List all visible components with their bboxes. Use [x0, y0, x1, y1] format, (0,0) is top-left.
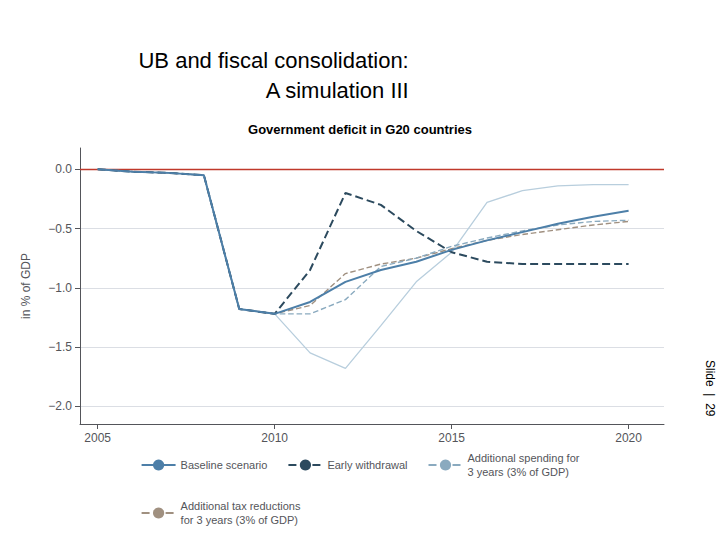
svg-text:in % of GDP: in % of GDP — [19, 253, 33, 319]
svg-text:−1.0: −1.0 — [48, 281, 72, 295]
svg-text:−1.5: −1.5 — [48, 340, 72, 354]
svg-text:3 years (3% of GDP): 3 years (3% of GDP) — [468, 466, 569, 478]
svg-text:2005: 2005 — [84, 431, 111, 445]
svg-text:UB and fiscal consolidation:: UB and fiscal consolidation: — [138, 48, 408, 73]
svg-text:2015: 2015 — [438, 431, 465, 445]
svg-text:Early withdrawal: Early withdrawal — [327, 459, 407, 471]
svg-text:Additional tax reductions: Additional tax reductions — [181, 500, 301, 512]
svg-text:2010: 2010 — [261, 431, 288, 445]
svg-text:Additional spending for: Additional spending for — [468, 452, 580, 464]
svg-text:Baseline scenario: Baseline scenario — [181, 459, 268, 471]
svg-text:A simulation III: A simulation III — [266, 78, 409, 103]
svg-text:Government deficit in G20 coun: Government deficit in G20 countries — [248, 122, 472, 137]
svg-text:0.0: 0.0 — [55, 162, 72, 176]
svg-text:−2.0: −2.0 — [48, 399, 72, 413]
svg-text:Slide | 29: Slide | 29 — [703, 360, 717, 417]
svg-text:2020: 2020 — [615, 431, 642, 445]
svg-text:for 3 years (3% of GDP): for 3 years (3% of GDP) — [181, 514, 298, 526]
svg-text:−0.5: −0.5 — [48, 222, 72, 236]
